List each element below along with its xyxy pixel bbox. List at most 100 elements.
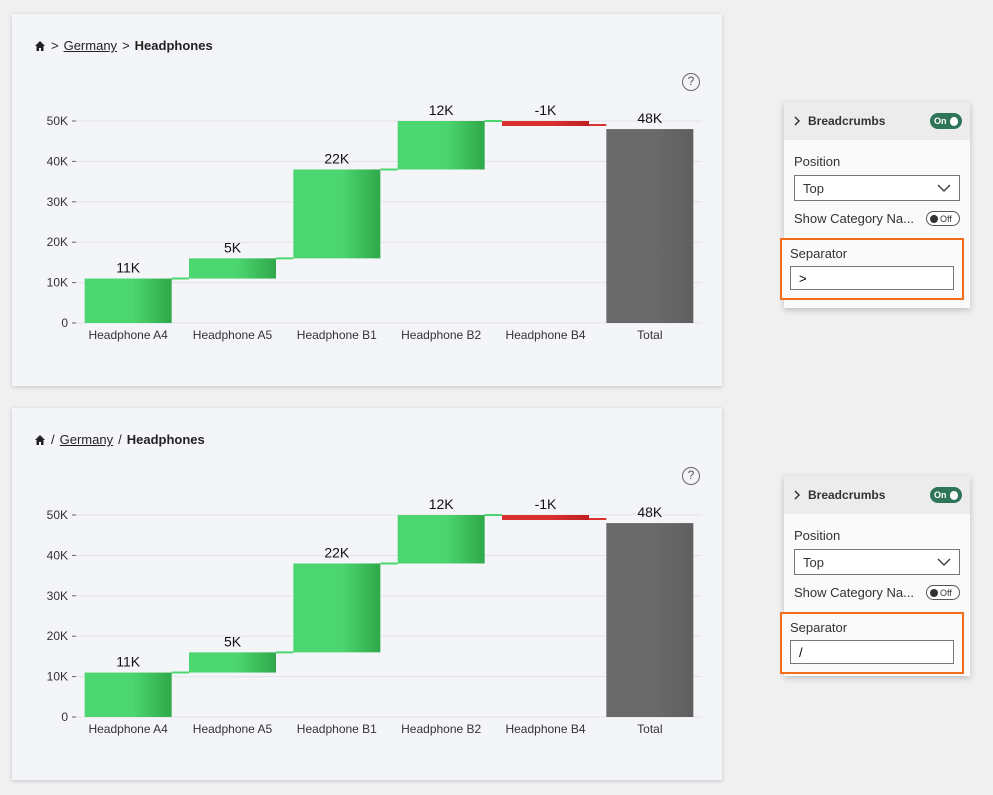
toggle-label: Off bbox=[940, 587, 952, 598]
data-label: 48K bbox=[637, 504, 663, 520]
data-label: 5K bbox=[224, 239, 242, 255]
waterfall-visual-2: / Germany / Headphones ? 0 10K 20K 30K 40K 50… bbox=[12, 408, 722, 780]
breadcrumb-current: Headphones bbox=[134, 38, 213, 53]
bar bbox=[189, 652, 276, 673]
x-tick-label: Headphone B1 bbox=[297, 328, 377, 342]
show-category-toggle[interactable]: Off bbox=[926, 211, 960, 226]
position-dropdown[interactable]: Top bbox=[794, 175, 960, 201]
separator-label: Separator bbox=[790, 620, 848, 635]
x-tick-label: Headphone A4 bbox=[88, 328, 168, 342]
y-tick-label: 10K bbox=[47, 276, 68, 290]
waterfall-chart: 0 10K 20K 30K 40K 50K 11K Headphone A4 5K Headpho… bbox=[47, 102, 702, 342]
breadcrumb-separator: > bbox=[51, 38, 59, 53]
bar bbox=[293, 563, 381, 653]
position-value: Top bbox=[803, 554, 824, 570]
separator-label: Separator bbox=[790, 246, 848, 261]
y-tick-label: 40K bbox=[47, 548, 68, 562]
position-label: Position bbox=[794, 154, 841, 169]
data-label: 22K bbox=[324, 150, 350, 166]
x-tick-label: Headphone B4 bbox=[505, 328, 585, 342]
help-icon[interactable]: ? bbox=[682, 73, 700, 91]
bar bbox=[293, 169, 381, 259]
y-tick-label: 40K bbox=[47, 154, 68, 168]
separator-input[interactable] bbox=[790, 266, 954, 290]
toggle-knob bbox=[949, 490, 958, 500]
data-label: 48K bbox=[637, 110, 663, 126]
bar bbox=[502, 515, 589, 520]
toggle-label: On bbox=[934, 116, 947, 126]
y-tick-label: 20K bbox=[47, 629, 68, 643]
show-category-label: Show Category Na... bbox=[794, 585, 914, 600]
y-tick-label: 0 bbox=[61, 316, 68, 330]
data-label: 12K bbox=[429, 496, 455, 512]
toggle-knob bbox=[949, 116, 958, 126]
bar bbox=[397, 515, 485, 564]
position-dropdown[interactable]: Top bbox=[794, 549, 960, 575]
toggle-label: Off bbox=[940, 213, 952, 224]
data-label: 12K bbox=[429, 102, 455, 118]
chevron-down-icon bbox=[937, 184, 951, 192]
show-category-toggle[interactable]: Off bbox=[926, 585, 960, 600]
separator-input[interactable] bbox=[790, 640, 954, 664]
toggle-knob bbox=[930, 214, 938, 223]
data-label: 5K bbox=[224, 633, 242, 649]
show-category-label: Show Category Na... bbox=[794, 211, 914, 226]
breadcrumb: / Germany / Headphones bbox=[34, 432, 205, 447]
bar bbox=[502, 121, 589, 126]
y-tick-label: 50K bbox=[47, 508, 68, 522]
x-tick-label: Headphone B2 bbox=[401, 328, 481, 342]
x-tick-label: Headphone B2 bbox=[401, 722, 481, 736]
breadcrumb-current: Headphones bbox=[126, 432, 205, 447]
breadcrumbs-toggle[interactable]: On bbox=[930, 487, 962, 503]
breadcrumbs-section-header[interactable]: Breadcrumbs On bbox=[784, 476, 970, 514]
bar bbox=[84, 672, 172, 717]
breadcrumb-link-germany[interactable]: Germany bbox=[59, 432, 114, 447]
y-tick-label: 30K bbox=[47, 589, 68, 603]
waterfall-visual-1: > Germany > Headphones ? 0 10K 20K 30K 40K 50… bbox=[12, 14, 722, 386]
home-icon[interactable] bbox=[34, 434, 46, 446]
bar bbox=[606, 129, 694, 323]
y-tick-label: 0 bbox=[61, 710, 68, 724]
section-title: Breadcrumbs bbox=[808, 488, 886, 502]
data-label: -1K bbox=[535, 102, 557, 118]
toggle-knob bbox=[930, 588, 938, 597]
chevron-down-icon bbox=[937, 558, 951, 566]
position-value: Top bbox=[803, 180, 824, 196]
position-label: Position bbox=[794, 528, 841, 543]
data-label: 11K bbox=[116, 260, 141, 276]
x-tick-label: Total bbox=[637, 328, 662, 342]
y-tick-label: 10K bbox=[47, 670, 68, 684]
breadcrumbs-toggle[interactable]: On bbox=[930, 113, 962, 129]
breadcrumbs-section-header[interactable]: Breadcrumbs On bbox=[784, 102, 970, 140]
breadcrumb-separator: > bbox=[122, 38, 130, 53]
breadcrumb-separator: / bbox=[51, 432, 55, 447]
y-tick-label: 20K bbox=[47, 235, 68, 249]
x-tick-label: Total bbox=[637, 722, 662, 736]
home-icon[interactable] bbox=[34, 40, 46, 52]
bar bbox=[189, 258, 276, 279]
breadcrumb-link-germany[interactable]: Germany bbox=[63, 38, 118, 53]
waterfall-chart: 0 10K 20K 30K 40K 50K 11K Headphone A4 5K Headpho… bbox=[47, 496, 702, 736]
help-icon[interactable]: ? bbox=[682, 467, 700, 485]
data-label: -1K bbox=[535, 496, 557, 512]
separator-highlight: Separator bbox=[780, 612, 964, 674]
separator-highlight: Separator bbox=[780, 238, 964, 300]
y-tick-label: 50K bbox=[47, 114, 68, 128]
toggle-label: On bbox=[934, 490, 947, 500]
chevron-right-icon[interactable] bbox=[792, 490, 802, 500]
data-label: 22K bbox=[324, 544, 350, 560]
data-label: 11K bbox=[116, 654, 141, 670]
section-title: Breadcrumbs bbox=[808, 114, 886, 128]
x-tick-label: Headphone B1 bbox=[297, 722, 377, 736]
chevron-right-icon[interactable] bbox=[792, 116, 802, 126]
breadcrumb-separator: / bbox=[118, 432, 122, 447]
y-tick-label: 30K bbox=[47, 195, 68, 209]
x-tick-label: Headphone A5 bbox=[193, 328, 273, 342]
x-tick-label: Headphone A5 bbox=[193, 722, 273, 736]
breadcrumb: > Germany > Headphones bbox=[34, 38, 213, 53]
x-tick-label: Headphone A4 bbox=[88, 722, 168, 736]
bar bbox=[606, 523, 694, 717]
bar bbox=[397, 121, 485, 170]
breadcrumbs-format-panel-1: Breadcrumbs On Position Top Show Categor… bbox=[780, 102, 970, 308]
x-tick-label: Headphone B4 bbox=[505, 722, 585, 736]
